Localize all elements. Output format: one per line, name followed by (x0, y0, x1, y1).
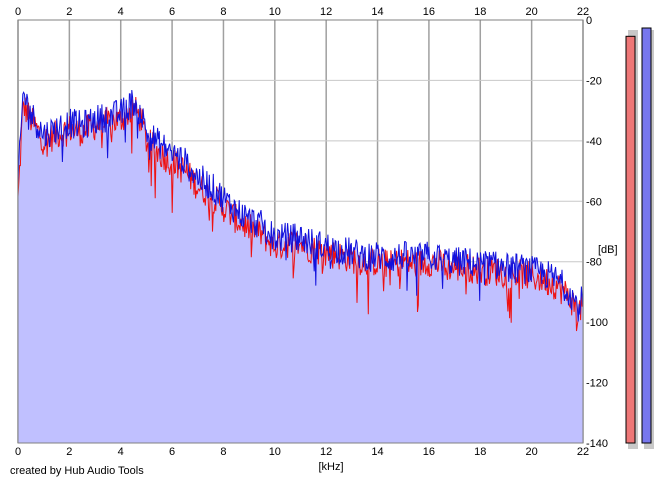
x-tick-label: 10 (269, 6, 281, 18)
x-tick-label: 16 (423, 6, 435, 18)
y-tick-label: -60 (586, 196, 602, 208)
plot-border (17, 19, 584, 444)
y-tick-label: -40 (586, 136, 602, 148)
x-tick-label: 14 (371, 6, 383, 18)
x-tick-label: 10 (269, 446, 281, 458)
x-axis-label: [kHz] (318, 461, 343, 473)
x-tick-label: 20 (526, 446, 538, 458)
x-tick-label: 2 (66, 6, 72, 18)
x-tick-label: 18 (474, 446, 486, 458)
x-tick-label: 4 (118, 446, 124, 458)
y-tick-label: -120 (586, 378, 608, 390)
x-tick-labels-top: 0 2 4 6 8 10 12 14 16 18 20 22 (15, 6, 589, 18)
y-tick-label: -80 (586, 257, 602, 269)
x-tick-label: 6 (169, 446, 175, 458)
y-tick-label: -20 (586, 75, 602, 87)
y-tick-labels: 0 -20 -40 -60 -80 -100 -120 -140 (586, 15, 608, 450)
x-tick-label: 6 (169, 6, 175, 18)
y-axis-label: [dB] (598, 244, 618, 256)
x-tick-label: 22 (577, 446, 589, 458)
spectrum-fill-area (18, 90, 583, 443)
x-tick-label: 0 (15, 6, 21, 18)
x-tick-label: 16 (423, 446, 435, 458)
level-meter-right (641, 27, 652, 444)
level-meter-left (625, 35, 636, 444)
x-tick-label: 12 (320, 6, 332, 18)
y-tick-label: 0 (586, 15, 592, 27)
credit-text: created by Hub Audio Tools (10, 465, 144, 477)
series-blue-line (17, 89, 584, 322)
x-tick-labels-bottom: 0 2 4 6 8 10 12 14 16 18 20 22 (15, 446, 589, 458)
x-tick-label: 2 (66, 446, 72, 458)
x-tick-label: 14 (371, 446, 383, 458)
x-tick-label: 4 (118, 6, 124, 18)
x-tick-label: 8 (220, 6, 226, 18)
x-tick-label: 0 (15, 446, 21, 458)
x-tick-label: 22 (577, 6, 589, 18)
y-tick-label: -100 (586, 317, 608, 329)
level-meters (625, 27, 654, 449)
x-tick-label: 20 (526, 6, 538, 18)
x-tick-label: 12 (320, 446, 332, 458)
y-tick-label: -140 (586, 438, 608, 450)
x-tick-label: 18 (474, 6, 486, 18)
x-tick-label: 8 (220, 446, 226, 458)
